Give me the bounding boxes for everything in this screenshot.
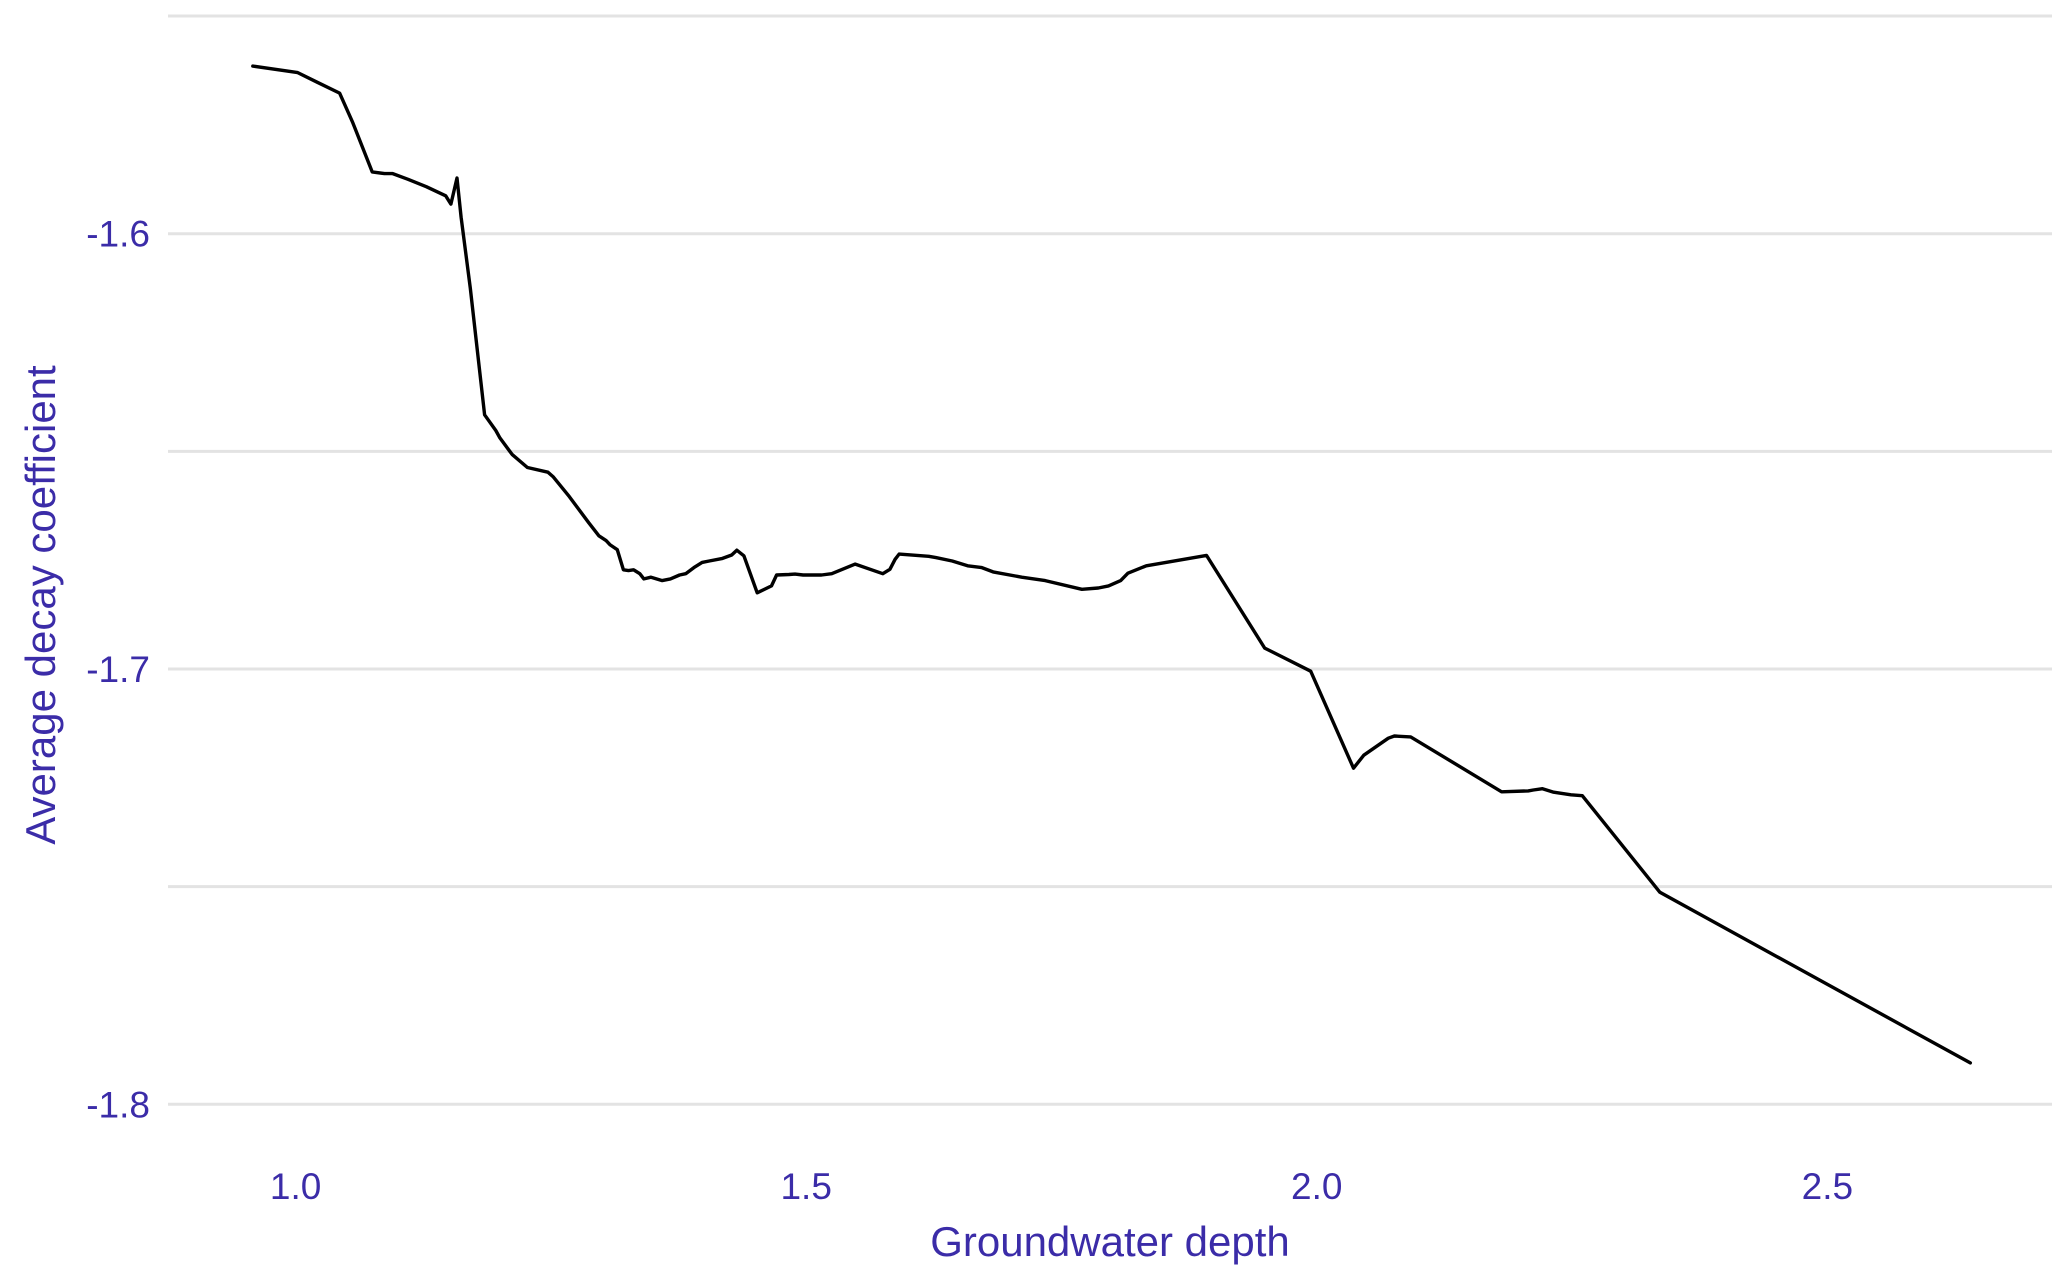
series-layer	[251, 64, 1973, 1065]
y-tick-label: -1.7	[86, 649, 150, 690]
y-tick-label: -1.8	[86, 1084, 150, 1125]
x-axis-title: Groundwater depth	[930, 1218, 1290, 1265]
x-axis-tick-labels: 1.0 1.5 2.0 2.5	[270, 1166, 1853, 1207]
y-tick-label: -1.6	[86, 214, 150, 255]
gridlines	[168, 14, 2052, 1106]
x-tick-label: 1.0	[270, 1166, 321, 1207]
y-axis-title: Average decay coefficient	[17, 365, 64, 845]
x-tick-label: 1.5	[780, 1166, 831, 1207]
y-axis-tick-labels: -1.6 -1.7 -1.8	[86, 214, 150, 1126]
series-line-0	[251, 64, 1973, 1065]
x-tick-label: 2.0	[1291, 1166, 1342, 1207]
x-tick-label: 2.5	[1802, 1166, 1853, 1207]
